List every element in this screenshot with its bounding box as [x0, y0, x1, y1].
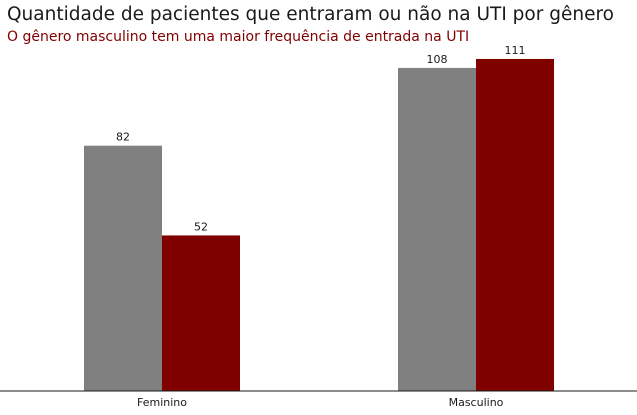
bar-value-label: 108 — [427, 53, 448, 66]
x-tick-label-feminino: Feminino — [137, 396, 187, 409]
bar-value-label: 82 — [116, 131, 130, 144]
bars-group — [84, 58, 554, 392]
bar-masculino-series-2 — [476, 58, 554, 391]
chart-subtitle: O gênero masculino tem uma maior frequên… — [7, 29, 470, 45]
x-ticks-group: Feminino Masculino — [137, 396, 504, 409]
value-labels-group: 82 52 108 111 — [116, 44, 526, 233]
bar-feminino-series-1 — [84, 145, 162, 391]
bar-masculino-series-1 — [398, 67, 476, 392]
bar-feminino-series-2 — [162, 235, 240, 391]
bar-value-label: 52 — [194, 220, 208, 233]
x-tick-label-masculino: Masculino — [449, 396, 504, 409]
chart-title: Quantidade de pacientes que entraram ou … — [7, 4, 614, 25]
bar-value-label: 111 — [505, 44, 526, 57]
